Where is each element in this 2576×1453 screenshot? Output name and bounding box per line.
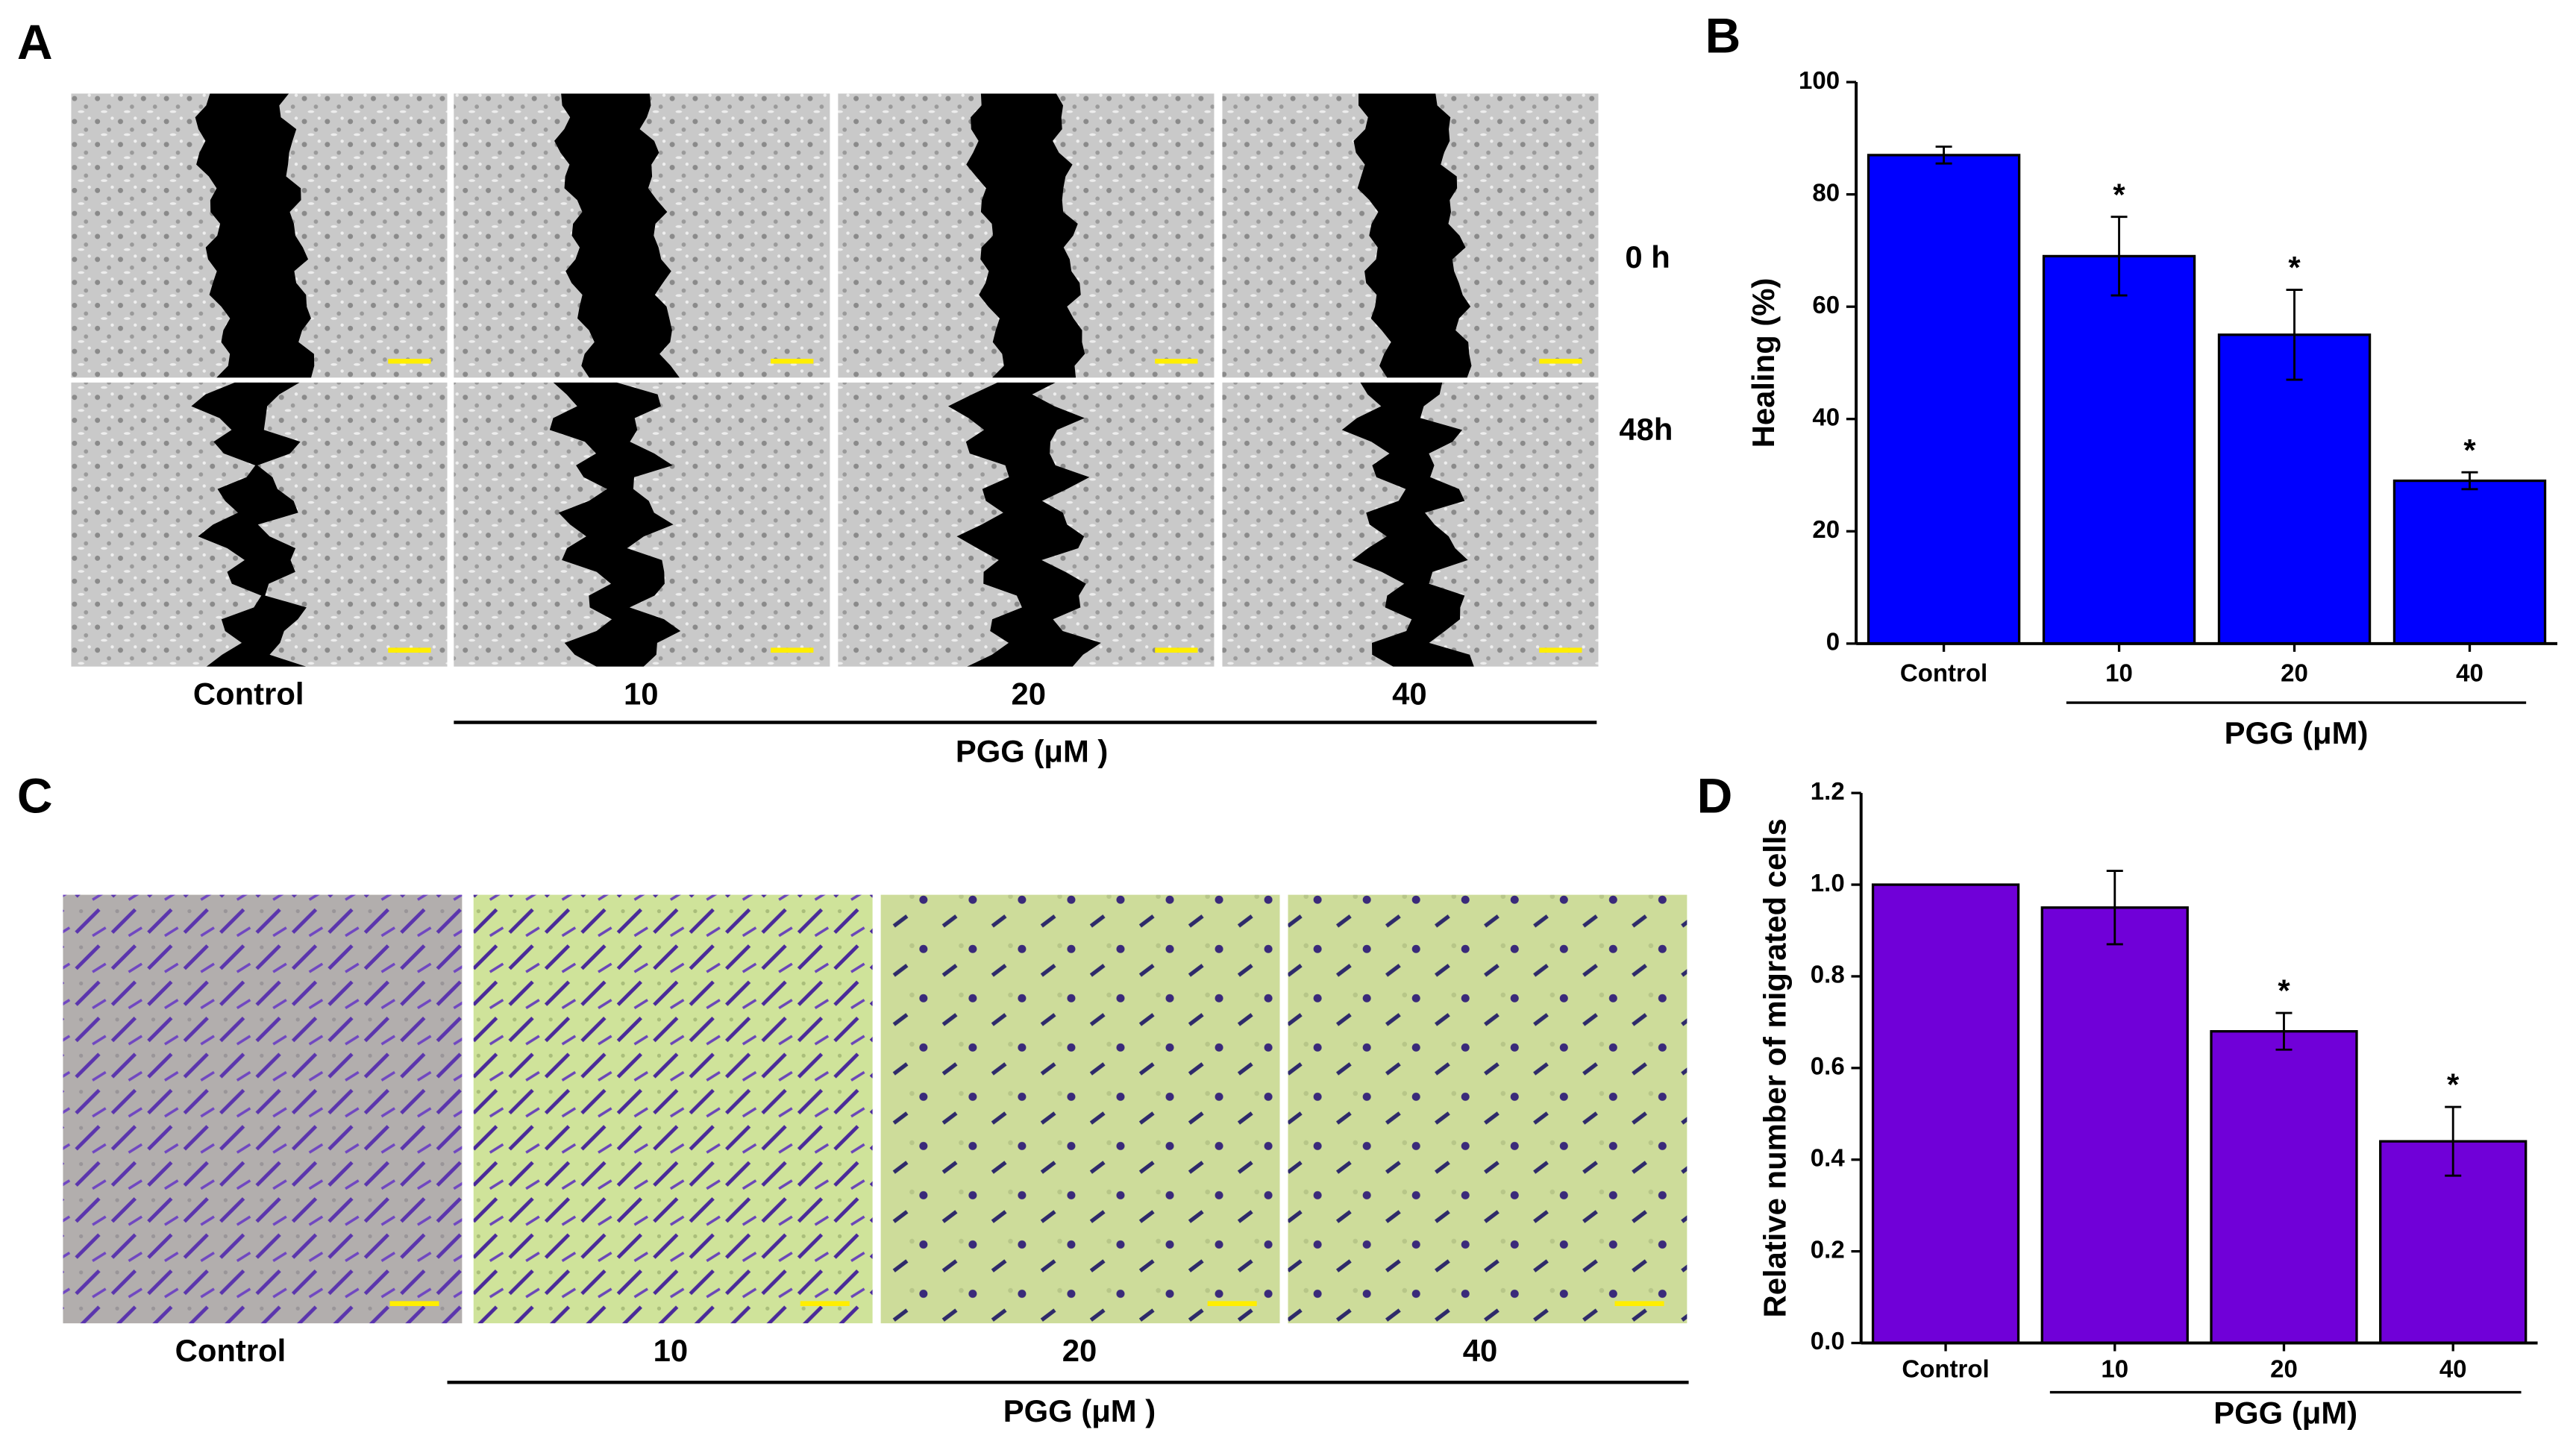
y-tick-label: 0: [1826, 628, 1840, 656]
significance-marker: *: [2447, 1067, 2460, 1102]
y-tick-label: 1.0: [1811, 869, 1845, 897]
wound-area: [1341, 382, 1474, 667]
condition-label: 10: [654, 1333, 689, 1368]
x-tick-label: 20: [2281, 659, 2308, 686]
wound-area: [554, 93, 680, 378]
group-label: PGG (μM): [2225, 715, 2369, 750]
x-tick-label: Control: [1902, 1355, 1989, 1383]
y-tick-label: 60: [1812, 291, 1840, 318]
y-axis-title: Healing (%): [1746, 278, 1781, 448]
stain-overlay: [63, 894, 463, 1324]
condition-label: Control: [193, 676, 304, 711]
wound-area: [191, 382, 307, 667]
group-label: PGG (μM ): [1003, 1393, 1156, 1428]
micrograph: [63, 894, 463, 1324]
bar: [2040, 906, 2189, 1345]
bar: [1871, 883, 2020, 1345]
y-tick-label: 20: [1812, 515, 1840, 543]
y-axis-title: Relative number of migrated cells: [1757, 818, 1792, 1317]
significance-marker: *: [2288, 250, 2301, 285]
wound-area: [549, 382, 681, 667]
x-tick-label: Control: [1900, 659, 1987, 686]
y-tick-label: 0.8: [1811, 961, 1845, 988]
y-tick-label: 100: [1799, 66, 1840, 94]
panel-letter: C: [17, 768, 53, 823]
x-tick-label: 40: [2439, 1355, 2467, 1383]
panel-letter: B: [1705, 7, 1741, 63]
time-label: 48h: [1619, 412, 1673, 447]
bar: [2392, 479, 2547, 645]
x-tick-label: 40: [2456, 659, 2483, 686]
y-tick-label: 0.2: [1811, 1235, 1845, 1263]
significance-marker: *: [2278, 973, 2290, 1008]
condition-label: 20: [1062, 1333, 1097, 1368]
bar: [2210, 1030, 2358, 1345]
bar: [2042, 254, 2196, 645]
condition-label: 10: [624, 676, 659, 711]
wound-area: [966, 93, 1085, 378]
wound-area: [1353, 93, 1472, 378]
micrograph: [880, 894, 1280, 1324]
significance-marker: *: [2113, 177, 2125, 212]
wound-area: [195, 93, 315, 378]
condition-label: 20: [1011, 676, 1046, 711]
panel-letter: D: [1697, 768, 1733, 823]
micrograph: [473, 894, 873, 1324]
time-label: 0 h: [1625, 239, 1670, 274]
x-tick-label: 20: [2270, 1355, 2298, 1383]
y-tick-label: 0.4: [1811, 1143, 1846, 1171]
condition-label: 40: [1392, 676, 1427, 711]
condition-label: Control: [175, 1333, 286, 1368]
panel-letter: A: [17, 14, 53, 69]
bar: [2217, 333, 2372, 645]
group-label: PGG (μM ): [956, 733, 1108, 768]
significance-marker: *: [2463, 433, 2476, 468]
y-tick-label: 0.0: [1811, 1327, 1845, 1355]
y-tick-label: 1.2: [1811, 777, 1845, 805]
y-tick-label: 0.6: [1811, 1052, 1845, 1080]
x-tick-label: 10: [2101, 1355, 2128, 1383]
group-label: PGG (μM): [2213, 1395, 2357, 1430]
condition-label: 40: [1463, 1333, 1498, 1368]
y-tick-label: 80: [1812, 178, 1840, 206]
x-tick-label: 10: [2105, 659, 2133, 686]
wound-area: [947, 382, 1101, 667]
micrograph: [1288, 894, 1687, 1324]
y-tick-label: 40: [1812, 403, 1840, 430]
bar: [1867, 154, 2021, 645]
